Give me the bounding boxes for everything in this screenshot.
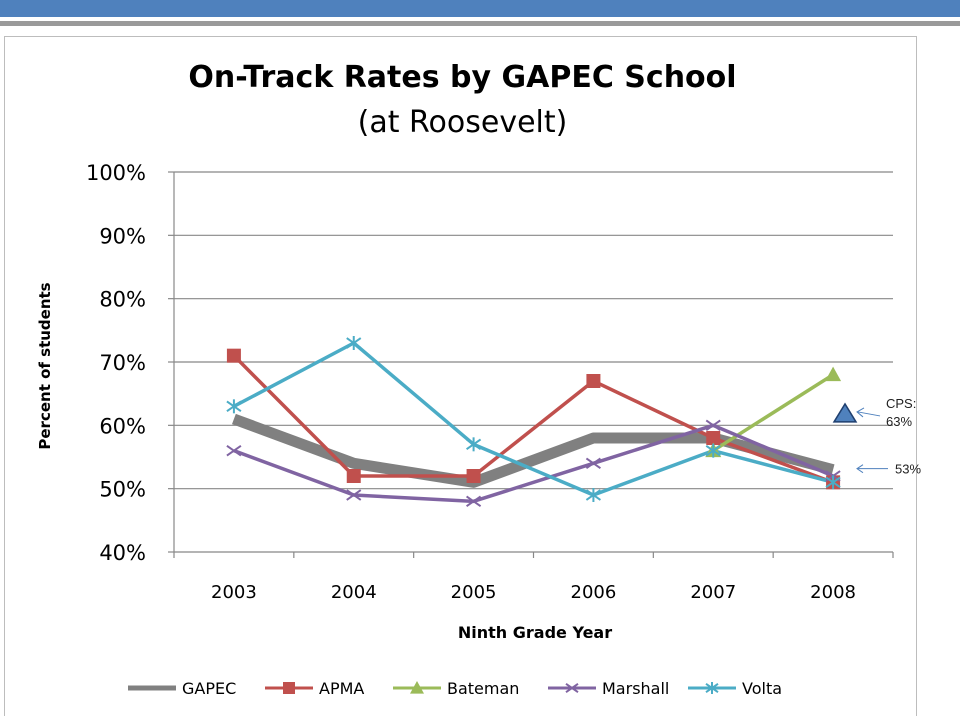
y-tick-label: 100%: [86, 161, 146, 185]
series-line-bateman: [712, 373, 835, 453]
marker-triangle: [410, 681, 424, 694]
header-divider: [0, 21, 960, 26]
marker-square: [466, 469, 481, 483]
x-tick-label: 2005: [451, 582, 497, 603]
marker-x: [226, 444, 242, 457]
marker-x: [705, 419, 721, 432]
marker-star: [346, 336, 362, 350]
marker-triangle: [825, 366, 842, 382]
marker-star: [226, 399, 242, 414]
marker-x: [466, 495, 482, 508]
marker-square: [706, 431, 721, 445]
y-tick-label: 50%: [99, 478, 146, 502]
y-tick-label: 40%: [99, 541, 146, 565]
gridlines: [168, 171, 893, 553]
x-tick-label: 2007: [690, 582, 736, 603]
series-line-volta: [233, 341, 834, 497]
slide-frame: [4, 36, 917, 716]
legend-label-bateman: Bateman: [447, 679, 519, 698]
legend-label-volta: Volta: [742, 679, 782, 698]
y-tick-label: 60%: [99, 414, 146, 438]
marker-square: [586, 374, 601, 388]
legend-label-gapec: GAPEC: [182, 679, 236, 698]
marker-star: [825, 475, 841, 490]
marker-star: [466, 437, 482, 452]
y-tick-label: 90%: [99, 224, 146, 248]
marker-star: [705, 443, 721, 458]
series-line-apma: [232, 354, 834, 484]
legend-label-apma: APMA: [319, 679, 364, 698]
marker-x: [585, 457, 601, 470]
y-tick-label: 70%: [99, 351, 146, 375]
marker-star: [705, 682, 719, 694]
y-tick-label: 80%: [99, 288, 146, 312]
series-line-marshall: [233, 423, 834, 504]
cps-value: 63%: [886, 414, 912, 429]
marker-x: [346, 489, 362, 501]
chart-subtitle: (at Roosevelt): [357, 105, 568, 140]
series-markers: [226, 336, 842, 508]
y-axis-label: Percent of students: [36, 282, 54, 449]
marker-x: [565, 682, 579, 694]
marker-square: [283, 682, 295, 694]
x-axis-label: Ninth Grade Year: [458, 623, 612, 642]
marker-square: [346, 469, 361, 483]
x-tick-label: 2004: [331, 582, 377, 603]
cps-label: CPS:: [886, 396, 916, 411]
legend-label-marshall: Marshall: [602, 679, 669, 698]
y-axis: 40% 50% 60% 70% 80% 90% 100%: [86, 161, 146, 565]
x-tick-label: 2008: [810, 582, 856, 603]
marker-square: [226, 348, 241, 363]
gapec-value-label: 53%: [895, 462, 921, 477]
cps-arrowhead: [856, 407, 865, 418]
cps-triangle-marker: [832, 402, 858, 423]
x-tick-label: 2006: [571, 582, 617, 603]
series-lines: [232, 341, 835, 504]
legend: GAPEC APMA Bateman Marshall Volta: [128, 679, 782, 698]
chart-title: On-Track Rates by GAPEC School: [188, 60, 737, 95]
annotations: CPS: 63% 53%: [832, 396, 921, 477]
x-axis: 2003 2004 2005 2006 2007 2008: [173, 552, 894, 603]
header-bar: [0, 0, 960, 17]
cps-arrow: [857, 411, 881, 417]
gapec-arrowhead: [856, 464, 864, 474]
x-tick-label: 2003: [211, 582, 257, 603]
marker-star: [585, 488, 601, 502]
